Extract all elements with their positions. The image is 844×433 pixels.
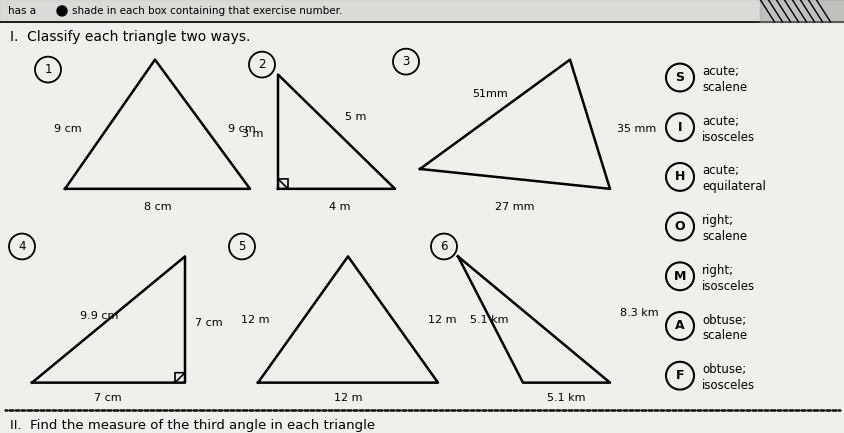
- Circle shape: [665, 163, 693, 191]
- Text: 35 mm: 35 mm: [616, 124, 656, 134]
- Text: obtuse;: obtuse;: [701, 363, 745, 376]
- Circle shape: [665, 64, 693, 91]
- Text: right;: right;: [701, 214, 733, 227]
- Text: 8.3 km: 8.3 km: [619, 308, 657, 318]
- Circle shape: [665, 113, 693, 141]
- Text: II.  Find the measure of the third angle in each triangle: II. Find the measure of the third angle …: [10, 419, 375, 432]
- Text: 9 cm: 9 cm: [228, 124, 256, 134]
- Circle shape: [57, 6, 67, 16]
- Circle shape: [665, 213, 693, 240]
- Text: 7 cm: 7 cm: [94, 393, 122, 403]
- Text: O: O: [674, 220, 684, 233]
- Text: isosceles: isosceles: [701, 131, 755, 144]
- Text: right;: right;: [701, 264, 733, 277]
- Text: isosceles: isosceles: [701, 379, 755, 392]
- Text: scalene: scalene: [701, 81, 746, 94]
- Text: 5: 5: [238, 240, 246, 253]
- Text: A: A: [674, 320, 684, 333]
- Text: 27 mm: 27 mm: [495, 202, 534, 212]
- Text: I: I: [677, 121, 681, 134]
- Circle shape: [665, 312, 693, 340]
- Text: 6: 6: [440, 240, 447, 253]
- Circle shape: [35, 57, 61, 83]
- Text: 5 m: 5 m: [344, 112, 366, 122]
- Text: has a: has a: [8, 6, 36, 16]
- Circle shape: [665, 362, 693, 390]
- Text: 5.1 km: 5.1 km: [546, 393, 585, 403]
- Text: scalene: scalene: [701, 230, 746, 243]
- Text: H: H: [674, 171, 684, 184]
- Circle shape: [9, 233, 35, 259]
- Text: S: S: [674, 71, 684, 84]
- Text: 7 cm: 7 cm: [195, 318, 222, 328]
- Text: 12 m: 12 m: [333, 393, 362, 403]
- Text: 51mm: 51mm: [472, 90, 507, 100]
- Text: acute;: acute;: [701, 115, 738, 128]
- Text: 1: 1: [44, 63, 51, 76]
- Circle shape: [665, 262, 693, 290]
- Circle shape: [229, 233, 255, 259]
- Text: 12 m: 12 m: [241, 315, 270, 325]
- Text: 3: 3: [402, 55, 409, 68]
- Text: shade in each box containing that exercise number.: shade in each box containing that exerci…: [72, 6, 342, 16]
- Text: F: F: [675, 369, 684, 382]
- Text: 9.9 cm: 9.9 cm: [80, 311, 118, 321]
- Text: 4 m: 4 m: [329, 202, 350, 212]
- Text: 4: 4: [19, 240, 25, 253]
- Text: obtuse;: obtuse;: [701, 313, 745, 326]
- Circle shape: [249, 52, 274, 78]
- Text: acute;: acute;: [701, 165, 738, 178]
- Circle shape: [392, 48, 419, 74]
- Text: equilateral: equilateral: [701, 181, 765, 194]
- Text: isosceles: isosceles: [701, 280, 755, 293]
- Text: 3 m: 3 m: [241, 129, 262, 139]
- Text: scalene: scalene: [701, 330, 746, 343]
- Text: M: M: [673, 270, 685, 283]
- Text: 2: 2: [258, 58, 265, 71]
- Text: 8 cm: 8 cm: [144, 202, 171, 212]
- Circle shape: [430, 233, 457, 259]
- Text: 9 cm: 9 cm: [54, 124, 82, 134]
- Text: 12 m: 12 m: [428, 315, 456, 325]
- Text: I.  Classify each triangle two ways.: I. Classify each triangle two ways.: [10, 30, 250, 44]
- Text: acute;: acute;: [701, 65, 738, 78]
- Text: 5.1 km: 5.1 km: [469, 315, 508, 325]
